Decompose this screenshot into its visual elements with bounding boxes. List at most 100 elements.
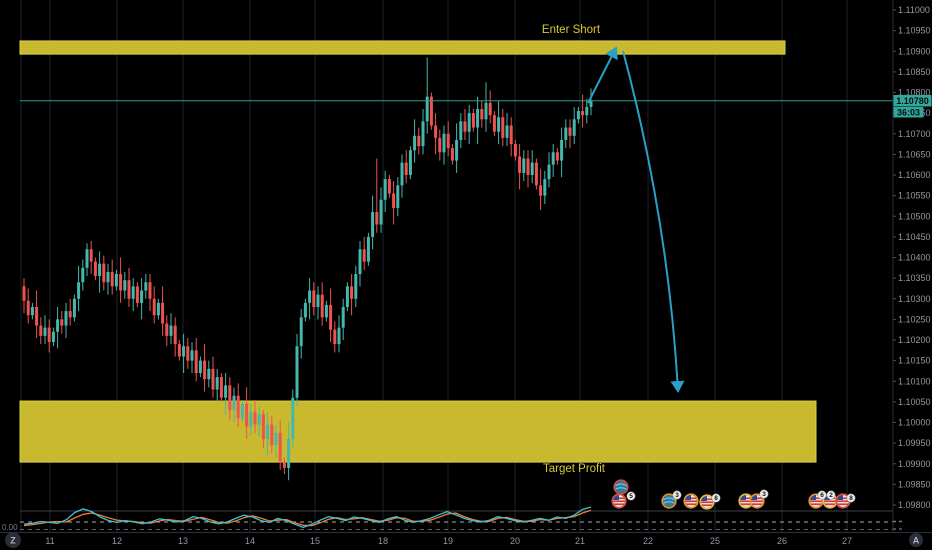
candle-body xyxy=(442,133,446,153)
candle-body xyxy=(354,274,358,299)
time-tick-label: 11 xyxy=(45,536,54,546)
price-tick-label: 1.10450 xyxy=(898,232,931,242)
candle-body xyxy=(152,298,156,316)
candle-body xyxy=(266,424,270,439)
svg-text:3: 3 xyxy=(762,491,766,498)
time-axis[interactable] xyxy=(0,533,932,550)
economic-event-icon[interactable] xyxy=(611,493,627,509)
candle-body xyxy=(295,346,299,398)
candle-body xyxy=(396,185,400,208)
candle-body xyxy=(106,271,110,283)
event-count-badge: 5 xyxy=(626,491,636,501)
candle-body xyxy=(488,102,492,116)
candle-body xyxy=(329,304,333,330)
candle-body xyxy=(249,412,253,427)
candle-body xyxy=(421,121,425,147)
autoscale-button[interactable]: A xyxy=(909,533,923,547)
candle-body xyxy=(434,125,438,138)
candle-body xyxy=(350,286,354,299)
time-tick-label: 15 xyxy=(310,536,320,546)
time-axis-labels: 11 12 13 14 15 18 19 20 21 22 25 26 27 xyxy=(45,536,852,546)
price-axis[interactable] xyxy=(893,0,932,550)
candle-body xyxy=(501,117,505,138)
candle-body xyxy=(98,263,102,277)
candle-body xyxy=(144,282,148,291)
candle-body xyxy=(362,249,366,262)
candle-body xyxy=(85,249,89,268)
price-tick-label: 1.10650 xyxy=(898,149,931,159)
candle-body xyxy=(543,179,547,196)
candle-body xyxy=(110,271,114,287)
candle-body xyxy=(446,133,450,149)
candle-body xyxy=(463,121,467,132)
candle-body xyxy=(22,286,26,301)
candle-body xyxy=(198,360,202,373)
candle-body xyxy=(261,414,265,439)
candle-body xyxy=(492,115,496,132)
time-tick-label: 26 xyxy=(777,536,787,546)
candle-body xyxy=(308,290,312,303)
candle-body xyxy=(324,304,328,318)
timezone-button[interactable]: Z xyxy=(5,532,21,548)
candle-body xyxy=(93,261,97,277)
event-count-badge: 3 xyxy=(759,489,769,499)
svg-text:8: 8 xyxy=(849,495,853,502)
candle-body xyxy=(560,139,564,161)
current-price-value: 1.10780 xyxy=(896,96,929,106)
candle-body xyxy=(534,162,538,186)
economic-event-icon[interactable] xyxy=(683,493,699,509)
candle-body xyxy=(497,117,501,132)
candle-body xyxy=(60,319,64,326)
candle-body xyxy=(211,368,215,390)
candle-body xyxy=(43,327,47,336)
candle-body xyxy=(39,325,43,336)
candle-body xyxy=(127,280,131,299)
zone-drawings: Enter Short Target Profit xyxy=(19,24,817,475)
candle-body xyxy=(26,300,30,316)
candle-body xyxy=(232,395,236,411)
economic-event-icon[interactable] xyxy=(699,494,715,510)
bar-countdown: 36:03 xyxy=(897,108,920,118)
candle-body xyxy=(337,327,341,345)
time-tick-label: 21 xyxy=(575,536,585,546)
candle-body xyxy=(568,127,572,136)
drop-arrow[interactable] xyxy=(622,50,685,393)
price-tick-label: 1.10700 xyxy=(898,129,931,139)
candle-body xyxy=(190,350,194,361)
economic-event-icon[interactable] xyxy=(661,493,677,509)
price-tick-label: 1.10550 xyxy=(898,191,931,201)
enter-short-label[interactable]: Enter Short xyxy=(542,24,601,36)
price-tick-label: 1.10850 xyxy=(898,67,931,77)
price-tick-label: 1.10050 xyxy=(898,397,931,407)
candle-body xyxy=(274,432,278,446)
price-tick-label: 1.10000 xyxy=(898,418,931,428)
candle-body xyxy=(165,323,169,336)
economic-event-icon[interactable] xyxy=(749,493,765,509)
candle-body xyxy=(245,403,249,427)
candle-body xyxy=(589,100,593,107)
candle-body xyxy=(236,395,240,419)
candle-body xyxy=(161,302,165,324)
event-count-badge: 2 xyxy=(826,490,836,500)
target-profit-label[interactable]: Target Profit xyxy=(543,463,606,475)
candle-body xyxy=(320,294,324,318)
candle-body xyxy=(585,106,589,116)
economic-event-icon[interactable] xyxy=(835,493,851,509)
candle-body xyxy=(581,111,585,116)
target-profit-zone[interactable] xyxy=(19,400,817,463)
entry-arrow[interactable] xyxy=(587,46,618,104)
price-tick-label: 1.10600 xyxy=(898,170,931,180)
candle-body xyxy=(572,119,576,136)
oscillator-line-teal xyxy=(23,506,592,529)
price-tick-label: 1.10800 xyxy=(898,88,931,98)
candle-body xyxy=(480,109,484,120)
candle-body xyxy=(476,109,480,128)
candle-body xyxy=(81,267,85,283)
candle-body xyxy=(148,282,152,299)
enter-short-zone[interactable] xyxy=(19,40,786,55)
time-tick-label: 22 xyxy=(643,536,653,546)
price-tick-label: 1.10500 xyxy=(898,211,931,221)
economic-event-icon[interactable] xyxy=(613,479,629,495)
candle-body xyxy=(253,412,257,425)
